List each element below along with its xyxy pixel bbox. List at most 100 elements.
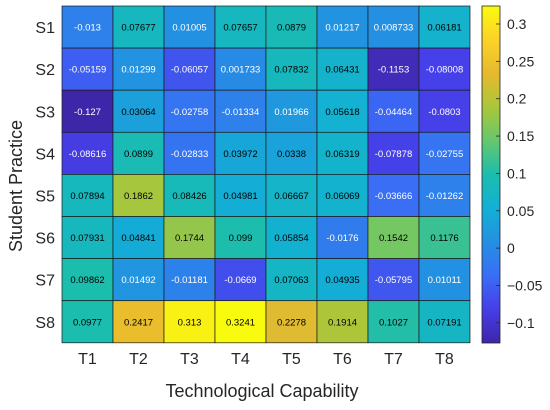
y-tick-s1: S1 [35,20,55,37]
colorbar-tick-label: 0.25 [507,53,534,69]
cell-value-s1-t6: 0.01217 [325,23,359,34]
heatmap-cell-s8-t3 [163,300,216,344]
x-tick-t4: T4 [231,351,250,368]
heatmap-cell-s7-t6 [316,258,369,302]
heatmap-cell-s1-t8 [418,5,471,49]
heatmap-cell-s1-t4 [214,5,267,49]
colorbar-tick-label: 0.3 [507,16,527,32]
heatmap-cell-s8-t6 [316,300,369,344]
cell-value-s7-t5: 0.07063 [274,275,308,286]
heatmap-cell-s2-t4 [214,47,267,91]
heatmap-cell-s4-t1 [61,131,114,175]
heatmap-cell-s8-t2 [112,300,165,344]
y-tick-s5: S5 [35,188,55,205]
cell-value-s6-t5: 0.05854 [274,233,308,244]
heatmap-cell-s1-t6 [316,5,369,49]
heatmap-cell-s5-t8 [418,174,471,217]
colorbar-tick-label: −0.05 [507,277,543,293]
cell-value-s4-t2: 0.0899 [124,149,153,160]
cell-value-s5-t7: -0.03666 [375,191,413,202]
heatmap-cell-s6-t8 [418,216,471,259]
cell-value-s5-t4: 0.04981 [223,191,257,202]
cell-value-s2-t2: 0.01299 [121,65,155,76]
y-tick-s4: S4 [35,146,55,163]
heatmap-cell-s7-t5 [265,258,318,302]
heatmap-cell-s2-t6 [316,47,369,91]
cell-value-s8-t6: 0.1914 [328,317,357,328]
y-axis-label: Student Practice [6,120,26,252]
cell-value-s4-t1: -0.08616 [69,149,107,160]
heatmap-cell-s8-t1 [61,300,114,344]
cell-value-s3-t2: 0.03064 [121,107,155,118]
colorbar-tick-label: 0.2 [507,91,527,107]
cell-value-s2-t1: -0.05159 [69,65,107,76]
heatmap-cell-s3-t1 [61,89,114,133]
cell-value-s1-t1: -0.013 [74,23,101,34]
cell-value-s1-t7: 0.008733 [374,23,414,34]
heatmap-cell-s4-t5 [265,131,318,175]
x-tick-t1: T1 [78,351,97,368]
y-tick-s2: S2 [35,62,55,79]
heatmap-cell-s7-t7 [367,258,420,302]
cell-value-s4-t7: -0.07878 [375,149,413,160]
cell-value-s7-t1: 0.09862 [70,275,104,286]
colorbar [481,5,501,344]
cell-value-s1-t5: 0.0879 [277,23,306,34]
heatmap-cell-s1-t2 [112,5,165,49]
heatmap-cell-s5-t5 [265,174,318,217]
cell-value-s6-t2: 0.04841 [121,233,155,244]
cell-value-s5-t3: 0.08426 [172,191,206,202]
cell-value-s5-t2: 0.1862 [124,191,153,202]
x-tick-t5: T5 [282,351,301,368]
cell-value-s2-t3: -0.06057 [171,65,209,76]
cell-value-s2-t7: -0.1153 [378,65,410,76]
cell-value-s8-t7: 0.1027 [379,317,408,328]
cell-value-s7-t7: -0.05795 [375,275,413,286]
colorbar-tick-label: 0.1 [507,165,527,181]
heatmap-cell-s7-t8 [418,258,471,302]
cell-value-s8-t5: 0.2278 [277,317,306,328]
y-axis-ticks: S1 S2 S3 S4 S5 S6 S7 S8 [35,20,55,332]
heatmap-cell-s3-t3 [163,89,216,133]
cell-value-s1-t4: 0.07657 [223,23,257,34]
heatmap-cell-s7-t1 [61,258,114,302]
heatmap-cell-s1-t1 [61,5,114,49]
heatmap-cell-s3-t7 [367,89,420,133]
cell-value-s2-t6: 0.06431 [325,65,359,76]
cell-value-s1-t8: 0.06181 [427,23,461,34]
heatmap-cell-s6-t3 [163,216,216,259]
heatmap-cell-s8-t4 [214,300,267,344]
cell-value-s4-t6: 0.06319 [325,149,359,160]
x-tick-t8: T8 [435,351,454,368]
cell-value-s6-t6: -0.0176 [326,233,358,244]
y-tick-s6: S6 [35,231,55,248]
cell-value-s6-t3: 0.1744 [175,233,204,244]
cell-value-s2-t5: 0.07832 [274,65,308,76]
colorbar-ticks: −0.1 −0.05 0 0.05 0.1 0.15 0.2 0.25 0.3 [496,16,543,331]
cell-value-s7-t8: 0.01011 [428,275,462,286]
heatmap-cells [61,5,471,344]
heatmap-cell-labels: -0.013 0.07677 0.01005 0.07657 0.0879 0.01217… [69,23,464,329]
cell-value-s5-t8: -0.01262 [426,191,464,202]
x-tick-t7: T7 [384,351,403,368]
cell-value-s8-t2: 0.2417 [124,317,153,328]
heatmap-cell-s5-t4 [214,174,267,217]
cell-value-s5-t1: 0.07894 [70,191,104,202]
cell-value-s5-t6: 0.06069 [325,191,359,202]
cell-value-s4-t8: -0.02755 [426,149,464,160]
cell-value-s6-t7: 0.1542 [379,233,408,244]
heatmap-cell-s3-t8 [418,89,471,133]
y-tick-s3: S3 [35,104,55,121]
cell-value-s8-t8: 0.07191 [427,317,461,328]
cell-value-s4-t3: -0.02833 [171,149,209,160]
heatmap-cell-s6-t2 [112,216,165,259]
heatmap-cell-s5-t7 [367,174,420,217]
colorbar-tick-label: −0.1 [507,315,535,331]
cell-value-s2-t8: -0.08008 [426,65,464,76]
heatmap-cell-s8-t8 [418,300,471,344]
y-tick-s7: S7 [35,273,55,290]
x-tick-t2: T2 [129,351,148,368]
x-tick-t6: T6 [333,351,352,368]
colorbar-tick-label: 0 [507,240,515,256]
